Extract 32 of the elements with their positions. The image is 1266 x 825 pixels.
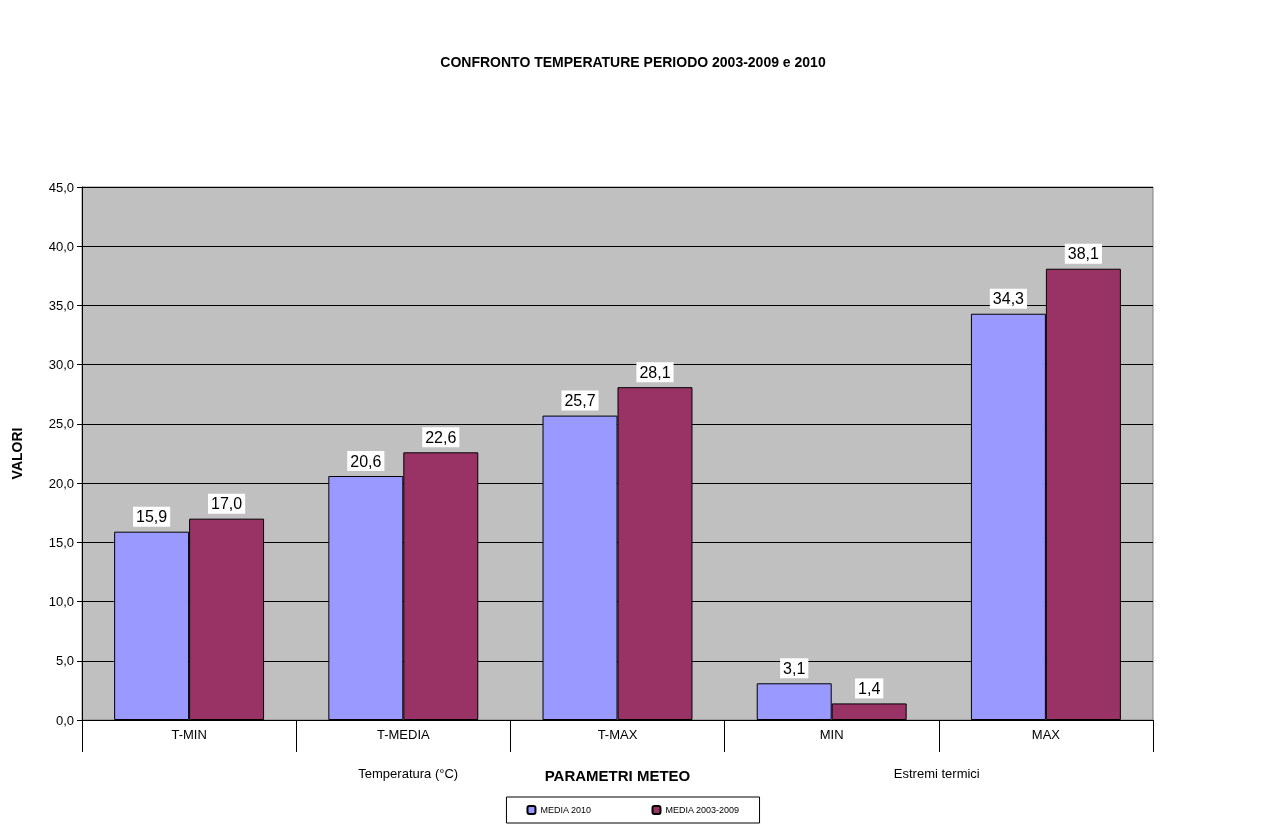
x-tick-label: MIN (819, 727, 844, 742)
data-label: 22,6 (425, 428, 457, 446)
text: Temperatura (°C) (358, 766, 459, 781)
data-label: 1,4 (858, 679, 881, 697)
y-tick-label: 0,0 (55, 712, 74, 728)
data-label: 28,1 (639, 363, 671, 381)
x-axis-title: PARAMETRI METEO (544, 767, 691, 784)
chart-title: CONFRONTO TEMPERATURE PERIODO 2003-2009 e 2010 (440, 54, 826, 70)
y-tick-label: 40,0 (48, 238, 74, 254)
data-label: 3,1 (783, 659, 806, 677)
y-axis-title: VALORI (9, 427, 25, 480)
y-tick-label: 35,0 (48, 297, 74, 313)
data-label: 34,3 (992, 290, 1025, 308)
data-label: 15,9 (136, 508, 168, 526)
legend-label: MEDIA 2010 (540, 805, 591, 815)
data-label: 17,0 (211, 495, 243, 513)
x-tick-label: T-MAX (597, 727, 638, 742)
y-tick-label: 20,0 (48, 475, 74, 491)
y-tick-label: 30,0 (48, 357, 74, 373)
y-tick-label: 5,0 (55, 653, 74, 669)
y-tick-label: 45,0 (48, 179, 74, 195)
data-label: 25,7 (564, 392, 596, 410)
y-tick-label: 10,0 (48, 594, 74, 610)
data-label: 20,6 (350, 452, 382, 470)
y-tick-label: 15,0 (48, 534, 74, 550)
x-tick-label: T-MIN (171, 727, 207, 742)
x-tick-label: T-MEDIA (376, 727, 430, 742)
text: Estremi termici (893, 766, 980, 781)
legend-label: MEDIA 2003-2009 (665, 805, 740, 815)
x-tick-label: MAX (1031, 727, 1061, 742)
y-tick-label: 25,0 (48, 416, 74, 432)
data-label: 38,1 (1067, 245, 1100, 263)
